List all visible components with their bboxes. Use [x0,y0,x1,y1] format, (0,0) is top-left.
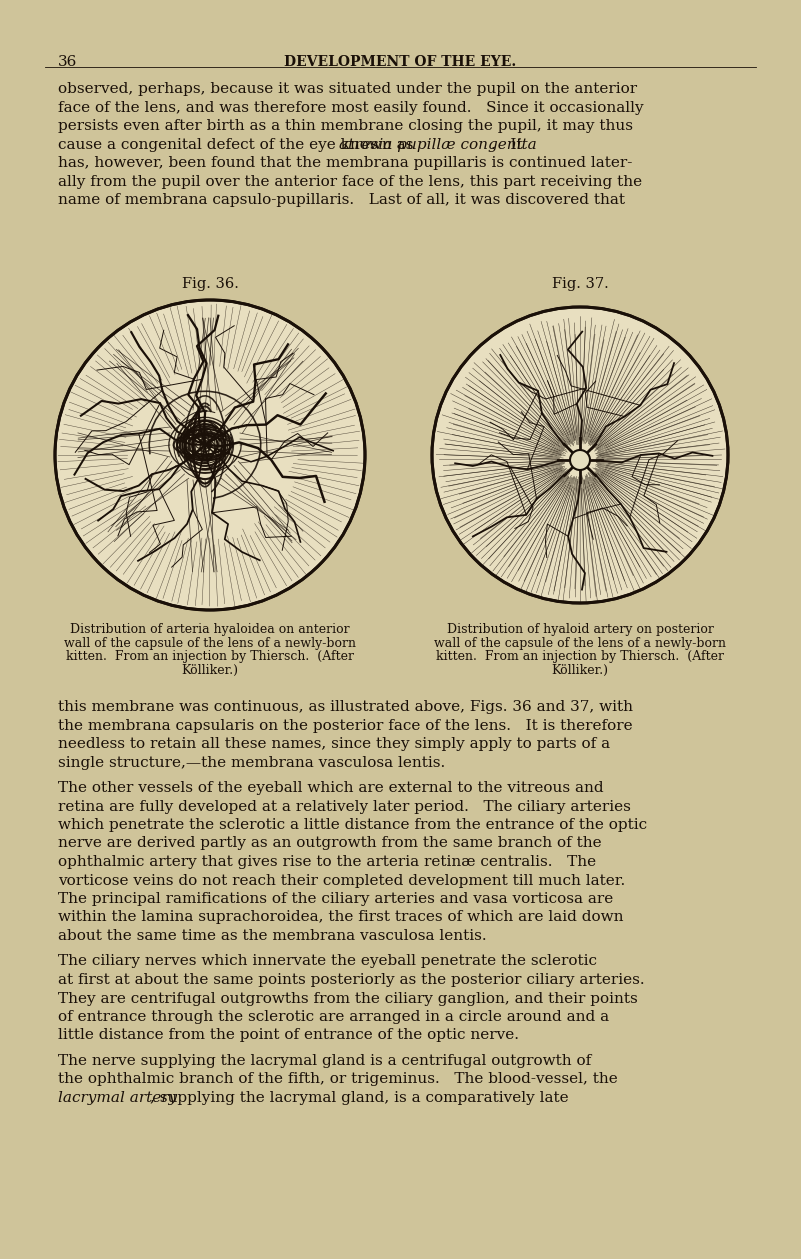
Text: kitten.  From an injection by Thiersch.  (After: kitten. From an injection by Thiersch. (… [66,650,354,663]
Text: The ciliary nerves which innervate the eyeball penetrate the sclerotic: The ciliary nerves which innervate the e… [58,954,597,968]
Text: needless to retain all these names, since they simply apply to parts of a: needless to retain all these names, sinc… [58,737,610,752]
Text: which penetrate the sclerotic a little distance from the entrance of the optic: which penetrate the sclerotic a little d… [58,818,647,832]
Text: name of membrana capsulo-pupillaris.   Last of all, it was discovered that: name of membrana capsulo-pupillaris. Las… [58,193,625,206]
Text: The nerve supplying the lacrymal gland is a centrifugal outgrowth of: The nerve supplying the lacrymal gland i… [58,1054,591,1068]
Text: .   It: . It [491,137,522,151]
Text: little distance from the point of entrance of the optic nerve.: little distance from the point of entran… [58,1029,519,1042]
Text: this membrane was continuous, as illustrated above, Figs. 36 and 37, with: this membrane was continuous, as illustr… [58,700,633,714]
Circle shape [55,300,365,611]
Text: kitten.  From an injection by Thiersch.  (After: kitten. From an injection by Thiersch. (… [436,650,724,663]
Text: persists even after birth as a thin membrane closing the pupil, it may thus: persists even after birth as a thin memb… [58,120,633,133]
Text: The principal ramifications of the ciliary arteries and vasa vorticosa are: The principal ramifications of the cilia… [58,891,614,906]
Text: face of the lens, and was therefore most easily found.   Since it occasionally: face of the lens, and was therefore most… [58,101,644,115]
Text: Distribution of hyaloid artery on posterior: Distribution of hyaloid artery on poster… [447,623,714,636]
Text: They are centrifugal outgrowths from the ciliary ganglion, and their points: They are centrifugal outgrowths from the… [58,992,638,1006]
Text: The other vessels of the eyeball which are external to the vitreous and: The other vessels of the eyeball which a… [58,781,604,794]
Text: about the same time as the membrana vasculosa lentis.: about the same time as the membrana vasc… [58,929,487,943]
Text: of entrance through the sclerotic are arranged in a circle around and a: of entrance through the sclerotic are ar… [58,1010,609,1024]
Text: Distribution of arteria hyaloidea on anterior: Distribution of arteria hyaloidea on ant… [70,623,350,636]
Text: at first at about the same points posteriorly as the posterior ciliary arteries.: at first at about the same points poster… [58,973,645,987]
Text: Kölliker.): Kölliker.) [552,663,609,676]
Text: Fig. 37.: Fig. 37. [552,277,609,291]
Text: ophthalmic artery that gives rise to the arteria retinæ centralis.   The: ophthalmic artery that gives rise to the… [58,855,596,869]
Text: 36: 36 [58,55,78,69]
Text: Fig. 36.: Fig. 36. [182,277,239,291]
Circle shape [432,307,728,603]
Text: DEVELOPMENT OF THE EYE.: DEVELOPMENT OF THE EYE. [284,55,517,69]
Text: Kölliker.): Kölliker.) [182,663,239,676]
Text: retina are fully developed at a relatively later period.   The ciliary arteries: retina are fully developed at a relative… [58,799,631,813]
Text: observed, perhaps, because it was situated under the pupil on the anterior: observed, perhaps, because it was situat… [58,82,637,96]
Text: ally from the pupil over the anterior face of the lens, this part receiving the: ally from the pupil over the anterior fa… [58,175,642,189]
Circle shape [570,449,590,470]
Text: wall of the capsule of the lens of a newly-born: wall of the capsule of the lens of a new… [434,637,726,650]
Text: the membrana capsularis on the posterior face of the lens.   It is therefore: the membrana capsularis on the posterior… [58,719,633,733]
Text: cause a congenital defect of the eye known as: cause a congenital defect of the eye kno… [58,137,418,151]
Text: atresia pupillæ congenita: atresia pupillæ congenita [339,137,537,151]
Text: lacrymal artery: lacrymal artery [58,1092,177,1105]
Text: , supplying the lacrymal gland, is a comparatively late: , supplying the lacrymal gland, is a com… [150,1092,568,1105]
Text: single structure,—the membrana vasculosa lentis.: single structure,—the membrana vasculosa… [58,755,445,769]
Text: nerve are derived partly as an outgrowth from the same branch of the: nerve are derived partly as an outgrowth… [58,836,602,851]
Text: the ophthalmic branch of the fifth, or trigeminus.   The blood-vessel, the: the ophthalmic branch of the fifth, or t… [58,1073,618,1087]
Text: wall of the capsule of the lens of a newly-born: wall of the capsule of the lens of a new… [64,637,356,650]
Text: vorticose veins do not reach their completed development till much later.: vorticose veins do not reach their compl… [58,874,626,888]
Text: within the lamina suprachoroidea, the first traces of which are laid down: within the lamina suprachoroidea, the fi… [58,910,623,924]
Text: has, however, been found that the membrana pupillaris is continued later-: has, however, been found that the membra… [58,156,632,170]
